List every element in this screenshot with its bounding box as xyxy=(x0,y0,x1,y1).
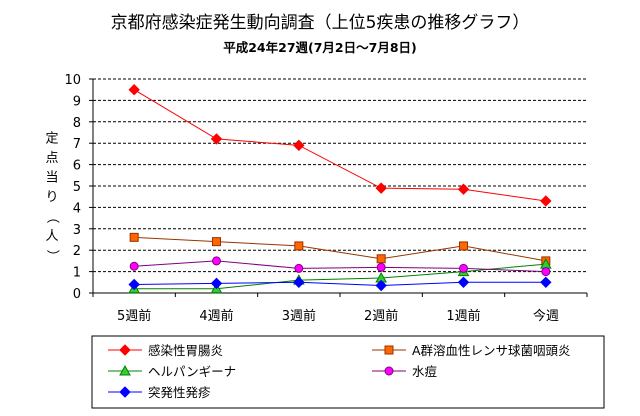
data-point xyxy=(128,278,140,291)
legend-item: A群溶血性レンサ球菌咽頭炎 xyxy=(372,343,571,358)
y-tick-label: 8 xyxy=(73,116,81,131)
data-point xyxy=(459,241,468,251)
y-axis-label-char: ） xyxy=(45,249,60,262)
y-tick-labels: 0 1 2 3 4 5 6 7 8 9 10 xyxy=(64,73,81,302)
plot-area xyxy=(128,83,552,294)
x-tick-label: 4週前 xyxy=(199,308,233,324)
series-line xyxy=(134,263,546,290)
x-tick-label: 2週前 xyxy=(364,308,398,324)
series-4 xyxy=(129,256,551,277)
y-axis-label-char: 当 xyxy=(45,171,58,186)
legend-label: 突発性発疹 xyxy=(148,385,211,400)
legend-label: 水痘 xyxy=(412,364,438,379)
chart-title: 京都府感染症発生動向調査（上位5疾患の推移グラフ） xyxy=(111,13,530,33)
x-tick-label: 今週 xyxy=(533,308,559,324)
data-point xyxy=(375,279,387,292)
legend-marker xyxy=(384,366,394,376)
x-tick-label: 1週前 xyxy=(446,308,480,324)
data-point xyxy=(210,133,223,145)
series-line xyxy=(133,89,546,202)
series-1 xyxy=(128,83,552,207)
grid xyxy=(89,78,588,297)
legend-item: 水痘 xyxy=(372,364,438,379)
legend-item: 感染性胃腸炎 xyxy=(108,343,223,358)
series-line xyxy=(134,236,546,262)
y-axis-label-char: 点 xyxy=(45,151,58,166)
legend-label: A群溶血性レンサ球菌咽頭炎 xyxy=(412,343,571,358)
y-tick-label: 5 xyxy=(73,180,81,195)
legend-marker xyxy=(119,344,131,356)
y-axis-label-char: り xyxy=(45,190,58,205)
series-line xyxy=(134,260,546,273)
data-point xyxy=(540,276,552,289)
x-tick-label: 3週前 xyxy=(282,308,316,324)
data-point xyxy=(376,262,386,272)
y-tick-label: 6 xyxy=(73,159,81,174)
data-point xyxy=(376,254,386,264)
data-point xyxy=(129,232,139,242)
y-tick-label: 9 xyxy=(73,94,81,109)
y-axis-label-char: 人 xyxy=(45,229,58,244)
y-tick-label: 10 xyxy=(64,73,81,88)
x-tick-label: 5週前 xyxy=(117,308,151,324)
series-2 xyxy=(129,232,551,266)
series-3 xyxy=(128,258,552,294)
series-5 xyxy=(128,276,552,292)
legend-box xyxy=(91,335,605,409)
y-tick-label: 4 xyxy=(73,201,81,216)
y-tick-label: 3 xyxy=(73,223,81,238)
y-tick-label: 0 xyxy=(73,287,81,302)
data-point xyxy=(293,139,305,152)
legend-marker xyxy=(119,386,131,398)
data-point xyxy=(128,83,140,96)
data-point xyxy=(294,263,304,273)
y-tick-label: 1 xyxy=(73,266,81,281)
y-axis-label-char: （ xyxy=(45,210,60,223)
data-point xyxy=(375,182,387,194)
data-point xyxy=(459,263,468,273)
data-point xyxy=(540,195,552,207)
y-tick-label: 7 xyxy=(73,137,81,152)
data-point xyxy=(541,267,551,277)
legend-marker xyxy=(119,364,131,376)
data-point xyxy=(212,256,221,266)
data-point xyxy=(129,261,139,271)
legend-item: ヘルパンギーナ xyxy=(108,364,236,379)
data-point xyxy=(457,276,470,289)
legend-item: 突発性発疹 xyxy=(108,385,211,400)
y-axis-label-char: 定 xyxy=(45,132,58,147)
legend-marker xyxy=(384,345,394,355)
data-point xyxy=(293,276,305,289)
data-point xyxy=(210,277,223,290)
data-point xyxy=(457,183,470,195)
series-line xyxy=(134,281,546,287)
x-tick-labels: 5週前 4週前 3週前 2週前 1週前 今週 xyxy=(117,308,559,324)
y-tick-label: 2 xyxy=(73,244,81,259)
legend-label: ヘルパンギーナ xyxy=(148,364,236,379)
data-point xyxy=(294,241,304,251)
chart-subtitle: 平成24年27週(7月2日～7月8日) xyxy=(223,40,417,55)
legend-label: 感染性胃腸炎 xyxy=(148,343,223,358)
data-point xyxy=(212,237,221,247)
